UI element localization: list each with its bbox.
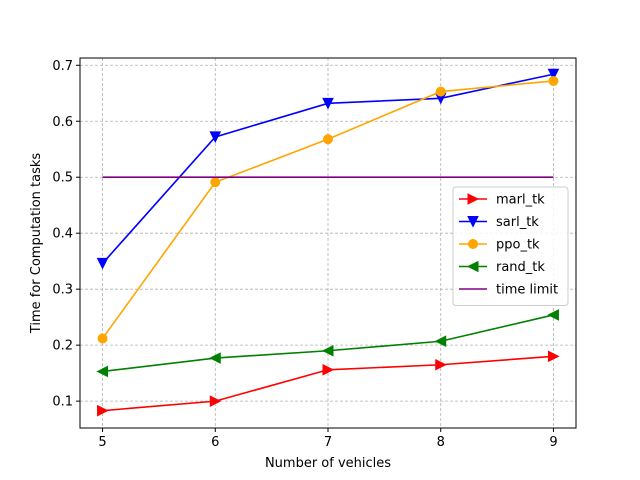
legend-box: [452, 186, 569, 306]
legend-item: ppo_tk: [459, 238, 540, 253]
y-tick-label: 0.7: [52, 59, 73, 74]
y-tick-label: 0.2: [52, 339, 73, 354]
legend-item: rand_tk: [459, 260, 545, 275]
x-tick-label: 5: [98, 435, 106, 450]
legend-item: time limit: [459, 283, 558, 298]
data-point: [434, 335, 447, 348]
data-point: [97, 333, 108, 344]
data-point: [322, 363, 335, 376]
series-rand-tk: [96, 309, 559, 378]
series-group: [96, 68, 560, 417]
y-tick-label: 0.5: [52, 171, 73, 186]
data-point: [435, 86, 446, 97]
legend-swatch-marker: [467, 193, 480, 205]
data-point: [209, 352, 221, 364]
series-ppo-tk: [97, 75, 559, 344]
legend-swatch-marker: [467, 216, 479, 228]
data-point: [321, 344, 334, 357]
series-marl-tk: [97, 350, 560, 417]
x-tick-label: 9: [549, 435, 557, 450]
data-point: [322, 97, 334, 110]
legend-item: sarl_tk: [459, 215, 539, 230]
legend-swatch-marker: [468, 239, 478, 249]
y-axis-label: Time for Computation tasks: [29, 153, 44, 335]
data-point: [323, 134, 333, 145]
data-point: [435, 358, 447, 371]
legend-label: rand_tk: [496, 260, 545, 275]
data-point: [97, 404, 109, 417]
legend-swatch-marker: [466, 260, 479, 273]
data-point: [96, 365, 109, 378]
data-point: [548, 75, 559, 86]
legend-label: ppo_tk: [496, 238, 540, 253]
data-point: [96, 257, 109, 270]
axis-ticks: 5 6 7 8 9 0.1 0.2 0.3 0.4 0.5 0.6 0.7: [52, 59, 557, 450]
y-tick-label: 0.1: [52, 395, 73, 410]
x-axis-label: Number of vehicles: [265, 456, 391, 471]
data-point: [209, 131, 222, 144]
y-tick-label: 0.3: [52, 283, 73, 298]
x-tick-label: 6: [211, 435, 219, 450]
data-point: [547, 350, 560, 363]
legend-label: sarl_tk: [496, 215, 539, 230]
y-tick-label: 0.6: [52, 115, 73, 130]
x-tick-label: 7: [324, 435, 332, 450]
y-tick-label: 0.4: [52, 227, 73, 242]
legend-item: marl_tk: [459, 193, 545, 208]
legend-label: marl_tk: [496, 193, 545, 208]
legend-label: time limit: [496, 283, 558, 298]
x-tick-label: 8: [437, 435, 445, 450]
data-point: [209, 395, 222, 407]
data-point: [547, 309, 559, 321]
data-point: [547, 68, 560, 81]
data-point: [210, 177, 221, 188]
